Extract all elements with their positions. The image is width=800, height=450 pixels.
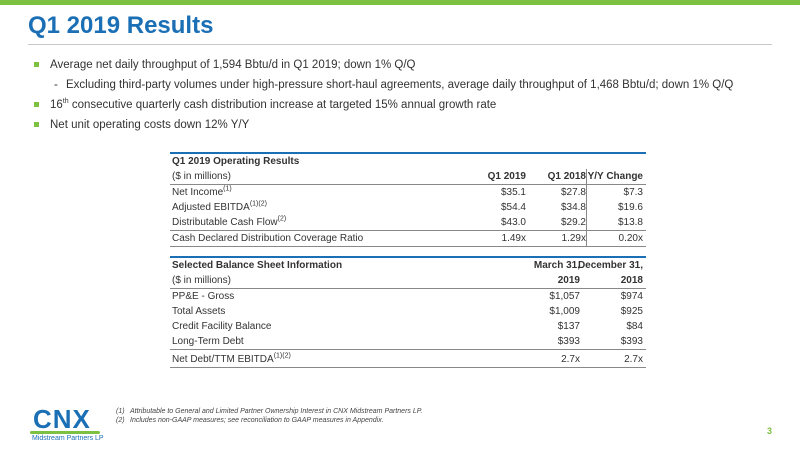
units-label: ($ in millions) <box>172 275 231 286</box>
bullet-square-icon <box>34 122 39 127</box>
table-row: PP&E - Gross $1,057 $974 <box>170 289 646 304</box>
table-row: Distributable Cash Flow(2) $43.0 $29.2 $… <box>170 215 646 231</box>
footnote-ref: (1) <box>223 185 232 193</box>
column-separator <box>586 169 587 246</box>
dash-icon: - <box>54 79 58 91</box>
cell-value: $34.8 <box>560 202 586 213</box>
cell-value: $27.8 <box>560 187 586 198</box>
table-title-row: Selected Balance Sheet Information March… <box>170 256 646 273</box>
balance-sheet-table: Selected Balance Sheet Information March… <box>170 256 646 368</box>
cell-value: 2.7x <box>624 354 643 365</box>
sub-bullet-text: Excluding third-party volumes under high… <box>66 79 734 91</box>
table-row: Long-Term Debt $393 $393 <box>170 334 646 350</box>
table-row: Credit Facility Balance $137 $84 <box>170 319 646 334</box>
cell-value: $84 <box>626 321 643 332</box>
logo-swoosh-icon <box>30 431 100 434</box>
table-header-row: ($ in millions) 2019 2018 <box>170 273 646 289</box>
footnote: (2) Includes non-GAAP measures; see recon… <box>116 416 422 425</box>
cell-value: $19.6 <box>617 202 643 213</box>
bullet-superscript: th <box>62 98 69 106</box>
table-row: Cash Declared Distribution Coverage Rati… <box>170 231 646 247</box>
footnote-ref: (1)(2) <box>249 200 267 208</box>
cell-value: $35.1 <box>500 187 526 198</box>
cell-value: 1.49x <box>501 233 526 244</box>
row-label: Distributable Cash Flow <box>172 217 278 228</box>
footnote-text: Attributable to General and Limited Part… <box>130 408 423 415</box>
bullet-item: Average net daily throughput of 1,594 Bb… <box>28 58 748 72</box>
column-header: Q1 2018 <box>547 171 586 182</box>
table-title: Q1 2019 Operating Results <box>172 156 300 167</box>
row-label: Credit Facility Balance <box>172 321 272 332</box>
row-label: Net Debt/TTM EBITDA <box>172 354 274 365</box>
bullet-item: Net unit operating costs down 12% Y/Y <box>28 118 748 132</box>
cell-value: $54.4 <box>500 202 526 213</box>
cell-value: 0.20x <box>618 233 643 244</box>
cell-value: 1.29x <box>561 233 586 244</box>
page-number: 3 <box>766 426 772 436</box>
footnote-number: (2) <box>116 417 125 424</box>
bullet-square-icon <box>34 102 39 107</box>
row-label: Net Income <box>172 187 224 198</box>
column-header: 2018 <box>620 275 643 286</box>
units-label: ($ in millions) <box>172 171 231 182</box>
cell-value: 2.7x <box>561 354 580 365</box>
cell-value: $1,009 <box>549 306 580 317</box>
table-header-row: ($ in millions) Q1 2019 Q1 2018 Y/Y Chan… <box>170 169 646 185</box>
table-title: Selected Balance Sheet Information <box>172 260 343 271</box>
cell-value: $7.3 <box>623 187 643 198</box>
cnx-logo: CNX Midstream Partners LP <box>30 404 108 446</box>
slide-title: Q1 2019 Results <box>28 12 214 39</box>
bullet-text: Net unit operating costs down 12% Y/Y <box>50 119 250 131</box>
footnote-ref: (2) <box>277 215 287 223</box>
cell-value: $137 <box>557 321 580 332</box>
footnote-number: (1) <box>116 408 125 415</box>
row-label: Cash Declared Distribution Coverage Rati… <box>172 233 364 244</box>
cell-value: $974 <box>620 291 643 302</box>
row-label: Long-Term Debt <box>172 336 244 347</box>
cell-value: $393 <box>557 336 580 347</box>
top-accent-bar <box>0 0 800 5</box>
cell-value: $43.0 <box>500 217 526 228</box>
footnotes: (1) Attributable to General and Limited P… <box>116 407 422 425</box>
row-label: PP&E - Gross <box>172 291 235 302</box>
logo-subtext: Midstream Partners LP <box>32 435 104 442</box>
bullet-list: Average net daily throughput of 1,594 Bb… <box>28 58 748 138</box>
sub-bullet-item: - Excluding third-party volumes under hi… <box>28 78 748 92</box>
row-label: Adjusted EBITDA <box>172 202 250 213</box>
cell-value: $1,057 <box>549 291 580 302</box>
cell-value: $925 <box>620 306 643 317</box>
table-row: Net Debt/TTM EBITDA(1)(2) 2.7x 2.7x <box>170 350 646 368</box>
bullet-square-icon <box>34 62 39 67</box>
cell-value: $393 <box>620 336 643 347</box>
bullet-item: 16th consecutive quarterly cash distribu… <box>28 98 748 112</box>
footnote-text: Includes non-GAAP measures; see reconcil… <box>130 417 384 424</box>
logo-text: CNX <box>33 404 91 434</box>
title-divider <box>28 44 772 45</box>
bullet-text-prefix: 16 <box>50 99 63 111</box>
operating-results-table: Q1 2019 Operating Results ($ in millions… <box>170 152 646 247</box>
cell-value: $29.2 <box>560 217 586 228</box>
column-header: March 31, <box>533 260 580 271</box>
column-header: Q1 2019 <box>487 171 526 182</box>
column-header: 2019 <box>557 275 580 286</box>
table-row: Adjusted EBITDA(1)(2) $54.4 $34.8 $19.6 <box>170 200 646 215</box>
table-row: Net Income(1) $35.1 $27.8 $7.3 <box>170 185 646 200</box>
bullet-text: Average net daily throughput of 1,594 Bb… <box>50 59 416 71</box>
column-header: Y/Y Change <box>587 171 643 182</box>
column-header: December 31, <box>577 260 643 271</box>
table-row: Total Assets $1,009 $925 <box>170 304 646 319</box>
footnote: (1) Attributable to General and Limited P… <box>116 407 422 416</box>
cell-value: $13.8 <box>617 217 643 228</box>
table-title-row: Q1 2019 Operating Results <box>170 152 646 169</box>
row-label: Total Assets <box>172 306 226 317</box>
bullet-text-suffix: consecutive quarterly cash distribution … <box>68 99 497 111</box>
footnote-ref: (1)(2) <box>273 352 291 360</box>
